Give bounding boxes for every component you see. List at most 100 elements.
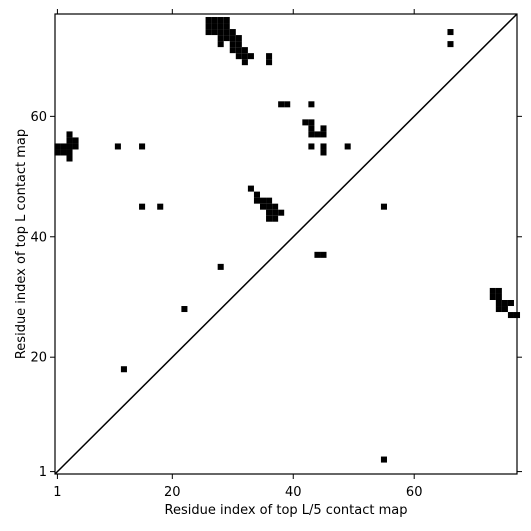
contact <box>229 35 236 42</box>
contact <box>54 143 61 150</box>
contact <box>272 215 279 222</box>
contact <box>495 293 502 300</box>
contact <box>72 143 79 150</box>
contact <box>205 17 212 24</box>
contact <box>217 23 224 30</box>
contact <box>489 293 496 300</box>
contact <box>266 209 273 216</box>
contact <box>66 155 73 162</box>
contact <box>139 143 146 150</box>
contact <box>266 53 273 60</box>
contact <box>320 149 327 156</box>
contact <box>60 149 67 156</box>
contact <box>501 299 508 307</box>
contact <box>229 47 236 54</box>
contact <box>205 29 212 36</box>
contact <box>217 41 224 48</box>
contact <box>217 17 224 24</box>
contact <box>247 185 254 192</box>
contact <box>66 149 73 156</box>
contact <box>235 41 242 48</box>
x-axis-label: Residue index of top L/5 contact map <box>165 503 408 518</box>
contact <box>66 143 73 150</box>
contact <box>235 53 242 60</box>
contact <box>223 35 230 42</box>
contact <box>266 203 273 210</box>
contact <box>259 197 267 204</box>
contact <box>253 197 260 204</box>
contact <box>320 251 327 258</box>
contact <box>278 101 285 108</box>
contact <box>211 29 218 36</box>
contact <box>495 287 502 294</box>
contact <box>380 456 387 463</box>
contact <box>266 215 273 222</box>
y-tick-label: 20 <box>30 351 47 366</box>
contact <box>114 143 121 150</box>
contact <box>217 35 224 42</box>
contact <box>253 191 260 198</box>
contact <box>181 306 188 313</box>
contact <box>211 23 218 30</box>
plot-frame <box>54 13 518 475</box>
x-tick-label: 60 <box>406 485 423 500</box>
contact <box>66 131 73 138</box>
contact <box>284 101 291 108</box>
contact <box>495 306 502 313</box>
contact <box>235 47 242 54</box>
contact <box>247 53 254 60</box>
contact <box>217 263 224 270</box>
contact <box>447 29 454 36</box>
contact <box>314 131 321 138</box>
contact <box>223 23 230 30</box>
contact <box>266 59 273 66</box>
contact <box>241 53 248 60</box>
contact <box>266 197 273 204</box>
contact <box>54 149 61 156</box>
contact <box>308 119 315 126</box>
y-tick-label: 60 <box>30 110 47 125</box>
contact <box>507 312 514 319</box>
contact <box>308 143 315 150</box>
contact <box>229 41 236 48</box>
contact <box>157 203 164 210</box>
contact <box>60 143 67 150</box>
contact <box>223 29 230 36</box>
contact <box>501 306 508 313</box>
diagonal <box>54 13 518 475</box>
y-tick-label: 1 <box>39 465 47 480</box>
contact <box>241 59 248 66</box>
contact <box>308 131 315 138</box>
contact <box>513 312 521 319</box>
contact <box>217 29 224 36</box>
contact <box>259 203 267 210</box>
contact <box>223 17 230 24</box>
contact <box>211 17 218 24</box>
contact <box>272 209 279 216</box>
contact <box>314 251 321 258</box>
contact <box>241 47 248 54</box>
contact <box>507 299 514 307</box>
contact <box>302 119 309 126</box>
x-tick-label: 1 <box>53 485 61 500</box>
contact <box>235 35 242 42</box>
contact <box>320 143 327 150</box>
contact <box>320 131 327 138</box>
contact <box>229 29 236 36</box>
contact <box>272 203 279 210</box>
contact <box>139 203 146 210</box>
contact <box>344 143 351 150</box>
contact <box>66 137 73 144</box>
contact <box>120 366 127 373</box>
contact <box>308 125 315 132</box>
y-tick-label: 40 <box>30 230 47 245</box>
contact <box>447 41 454 48</box>
contact <box>72 137 79 144</box>
contact <box>495 299 502 307</box>
x-tick-label: 40 <box>285 485 302 500</box>
y-axis-label: Residue index of top L contact map <box>14 129 29 359</box>
contact <box>489 287 496 294</box>
contact <box>380 203 387 210</box>
